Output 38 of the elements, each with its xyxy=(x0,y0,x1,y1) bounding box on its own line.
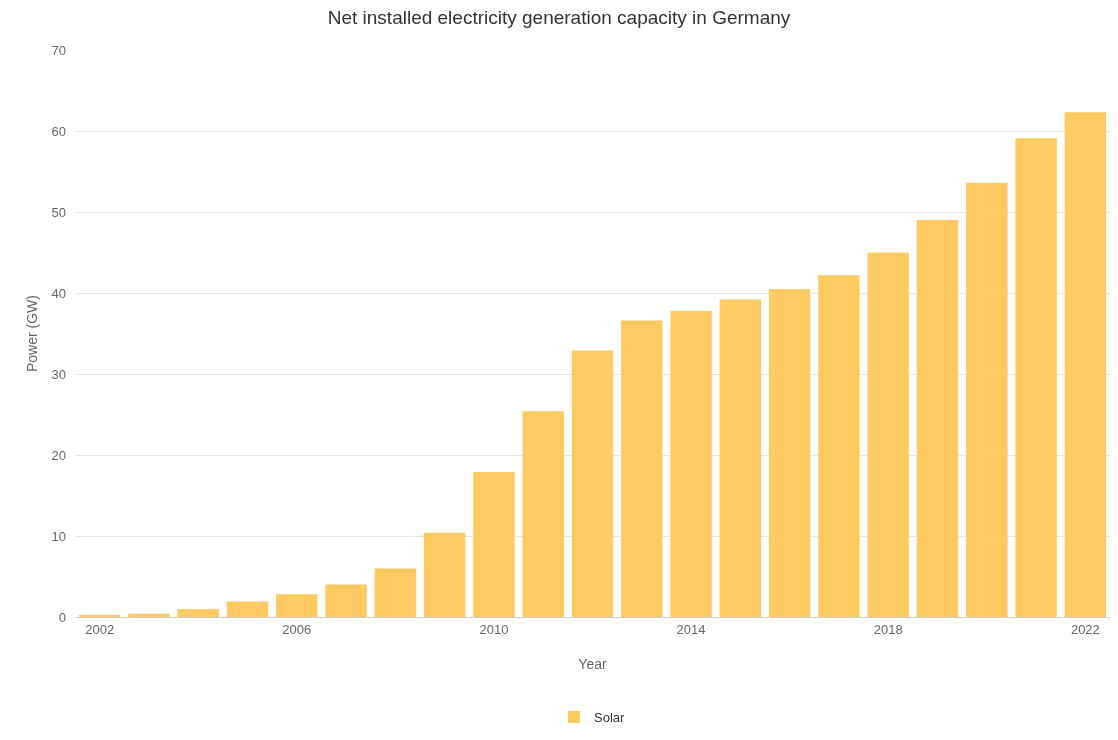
bar xyxy=(276,594,318,617)
y-axis-title: Power (GW) xyxy=(24,295,40,372)
legend-label: Solar xyxy=(594,710,626,726)
y-tick-label: 30 xyxy=(51,366,66,382)
x-tick-label: 2010 xyxy=(479,621,509,637)
bar xyxy=(473,472,515,617)
bar xyxy=(128,613,170,617)
bar xyxy=(522,411,564,617)
bar xyxy=(966,182,1008,617)
bar xyxy=(1064,112,1107,617)
bar xyxy=(621,320,663,617)
x-axis-title: Year xyxy=(578,656,607,672)
y-tick-label: 40 xyxy=(51,285,66,301)
bar xyxy=(818,275,860,617)
bar xyxy=(1015,138,1057,617)
bar xyxy=(374,568,417,617)
bar xyxy=(768,288,811,617)
bar xyxy=(226,601,269,617)
bar xyxy=(177,608,219,617)
bar xyxy=(719,299,762,617)
x-tick-label: 2022 xyxy=(1070,621,1100,637)
x-tick-label: 2014 xyxy=(676,621,706,637)
bar xyxy=(571,350,614,617)
y-tick-label: 0 xyxy=(58,609,66,625)
bar xyxy=(670,310,712,617)
y-tick-label: 10 xyxy=(51,528,66,544)
bar xyxy=(916,220,959,617)
x-tick-label: 2006 xyxy=(282,621,312,637)
x-tick-label: 2002 xyxy=(85,621,115,637)
y-tick-label: 20 xyxy=(51,447,66,463)
y-tick-label: 60 xyxy=(51,123,66,139)
bar xyxy=(423,532,466,617)
bar xyxy=(325,584,367,617)
y-tick-label: 70 xyxy=(51,42,66,58)
x-tick-label: 2018 xyxy=(873,621,903,637)
bar xyxy=(867,252,909,617)
chart-title: Net installed electricity generation capacity in Germany xyxy=(327,7,791,29)
y-tick-label: 50 xyxy=(51,204,66,220)
